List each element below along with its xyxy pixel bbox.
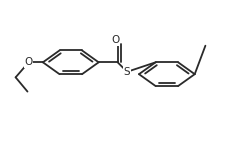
Text: O: O: [24, 57, 33, 67]
Text: O: O: [112, 35, 120, 45]
Text: S: S: [124, 67, 130, 77]
